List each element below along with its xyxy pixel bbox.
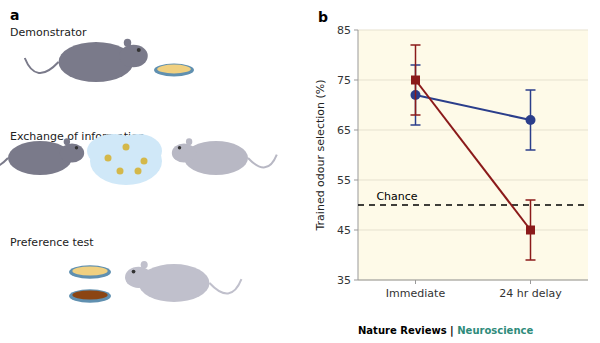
plot-area <box>358 45 588 260</box>
tick-mark <box>354 180 358 181</box>
dish-food <box>157 65 191 74</box>
axis-title: Trained odour selection (%) <box>314 79 327 231</box>
rat-illustration <box>25 39 148 82</box>
marker <box>526 115 536 125</box>
error-cap <box>526 89 536 91</box>
error-cap <box>411 44 421 46</box>
rat-eye <box>75 146 78 149</box>
series <box>411 45 536 260</box>
reference-line <box>358 204 588 206</box>
grid-line <box>358 230 588 231</box>
tick-mark <box>415 280 416 284</box>
tick-label: 55 <box>337 174 351 187</box>
tick-label: 35 <box>337 274 351 287</box>
rat-head <box>60 143 84 162</box>
dish-food <box>72 290 107 299</box>
rat-head <box>172 143 196 162</box>
footer-part: Nature Reviews | <box>358 325 457 337</box>
odour-dot <box>135 168 142 175</box>
tick-label: 24 hr delay <box>499 287 562 300</box>
tick-mark <box>354 280 358 281</box>
marker <box>526 226 535 235</box>
cloud-blob <box>114 134 162 168</box>
rat-tail <box>248 155 277 168</box>
tick-mark <box>530 280 531 284</box>
grid-line <box>358 280 588 281</box>
y-axis-line <box>358 30 359 280</box>
error-cap <box>526 149 536 151</box>
odour-cloud <box>87 134 162 185</box>
error-bar <box>526 200 536 260</box>
tick-mark <box>354 30 358 31</box>
rat-ear <box>186 138 192 145</box>
odour-dot <box>141 158 148 165</box>
rat-ear <box>64 138 70 145</box>
tick-mark <box>354 80 358 81</box>
odour-dot <box>105 155 112 162</box>
error-cap <box>411 124 421 126</box>
reference-label: Chance <box>376 190 417 203</box>
section-label: Preference test <box>10 236 94 249</box>
tick-label: 65 <box>337 124 351 137</box>
rat-tail <box>25 58 59 73</box>
dish-food <box>72 266 107 275</box>
rat-tail <box>210 279 242 293</box>
section-label: Demonstrator <box>10 26 87 39</box>
error-bar <box>411 45 421 115</box>
grid-line <box>358 180 588 181</box>
footer: Nature Reviews | Neuroscience <box>358 325 533 337</box>
tick-mark <box>354 230 358 231</box>
odour-dot <box>123 144 130 151</box>
marker <box>411 76 420 85</box>
series-line <box>416 80 531 230</box>
dish-rim <box>154 64 194 77</box>
rat-illustration <box>172 138 277 175</box>
rat-ear <box>124 39 132 47</box>
error-cap <box>411 114 421 116</box>
rat-illustration <box>125 261 241 302</box>
dish-illustration <box>69 265 111 278</box>
tick-label: 45 <box>337 224 351 237</box>
illustration-panel: aDemonstratorExchange of informationPref… <box>0 7 277 303</box>
error-cap <box>526 199 536 201</box>
odour-dot <box>117 168 124 175</box>
rat-head <box>119 45 148 67</box>
tick-label: 75 <box>337 74 351 87</box>
footer-part: Neuroscience <box>457 325 533 336</box>
rat-illustration <box>0 138 84 175</box>
rat-eye <box>178 146 181 149</box>
grid-line <box>358 130 588 131</box>
grid-line <box>358 80 588 81</box>
dish-rim <box>69 289 111 302</box>
rat-head <box>125 267 152 288</box>
panel-label: b <box>318 9 328 25</box>
error-bar <box>526 90 536 150</box>
tick-label: 85 <box>337 24 351 37</box>
rat-eye <box>132 270 136 274</box>
tick-mark <box>354 130 358 131</box>
dish-rim <box>69 265 111 278</box>
dish-illustration <box>154 64 194 77</box>
x-axis-line <box>358 280 588 281</box>
rat-eye <box>137 48 141 52</box>
series <box>411 65 536 150</box>
rat-ear <box>141 261 148 269</box>
grid-line <box>358 30 588 31</box>
tick-label: Immediate <box>386 287 446 300</box>
error-cap <box>526 259 536 261</box>
series-line <box>416 95 531 120</box>
plot-background <box>358 30 588 280</box>
panel-label: a <box>10 7 19 23</box>
rat-tail <box>0 155 8 168</box>
dish-illustration <box>69 289 111 302</box>
grid <box>358 30 588 280</box>
